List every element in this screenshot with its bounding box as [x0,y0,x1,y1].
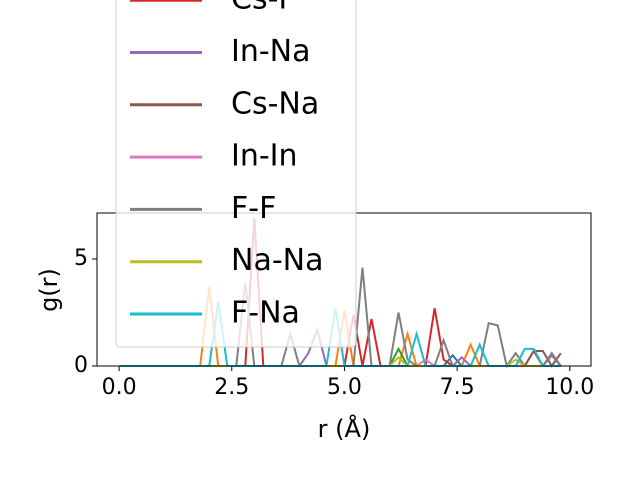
x-tick-label: 2.5 [214,375,249,400]
x-tick-label: 5.0 [327,375,362,400]
y-tick-label: 0 [74,353,88,378]
legend-label: Cs-Na [231,86,319,121]
series-line [119,350,562,368]
legend-label: In-In [231,139,298,174]
x-tick-label: 7.5 [440,375,475,400]
legend-label: Na-Na [231,243,323,278]
series-line [119,346,561,367]
legend-label: F-F [231,191,276,226]
series-line [119,356,561,367]
x-tick-label: 10.0 [545,375,594,400]
x-axis-label: r (Å) [318,414,371,443]
y-axis-label: g(r) [35,268,63,312]
legend-label: In-Na [231,34,311,69]
series-line [119,353,561,367]
legend-label: F-Na [231,296,300,331]
y-tick-label: 5 [74,246,88,271]
legend-label: Cs-F [231,0,296,17]
x-tick-label: 0.0 [102,375,137,400]
